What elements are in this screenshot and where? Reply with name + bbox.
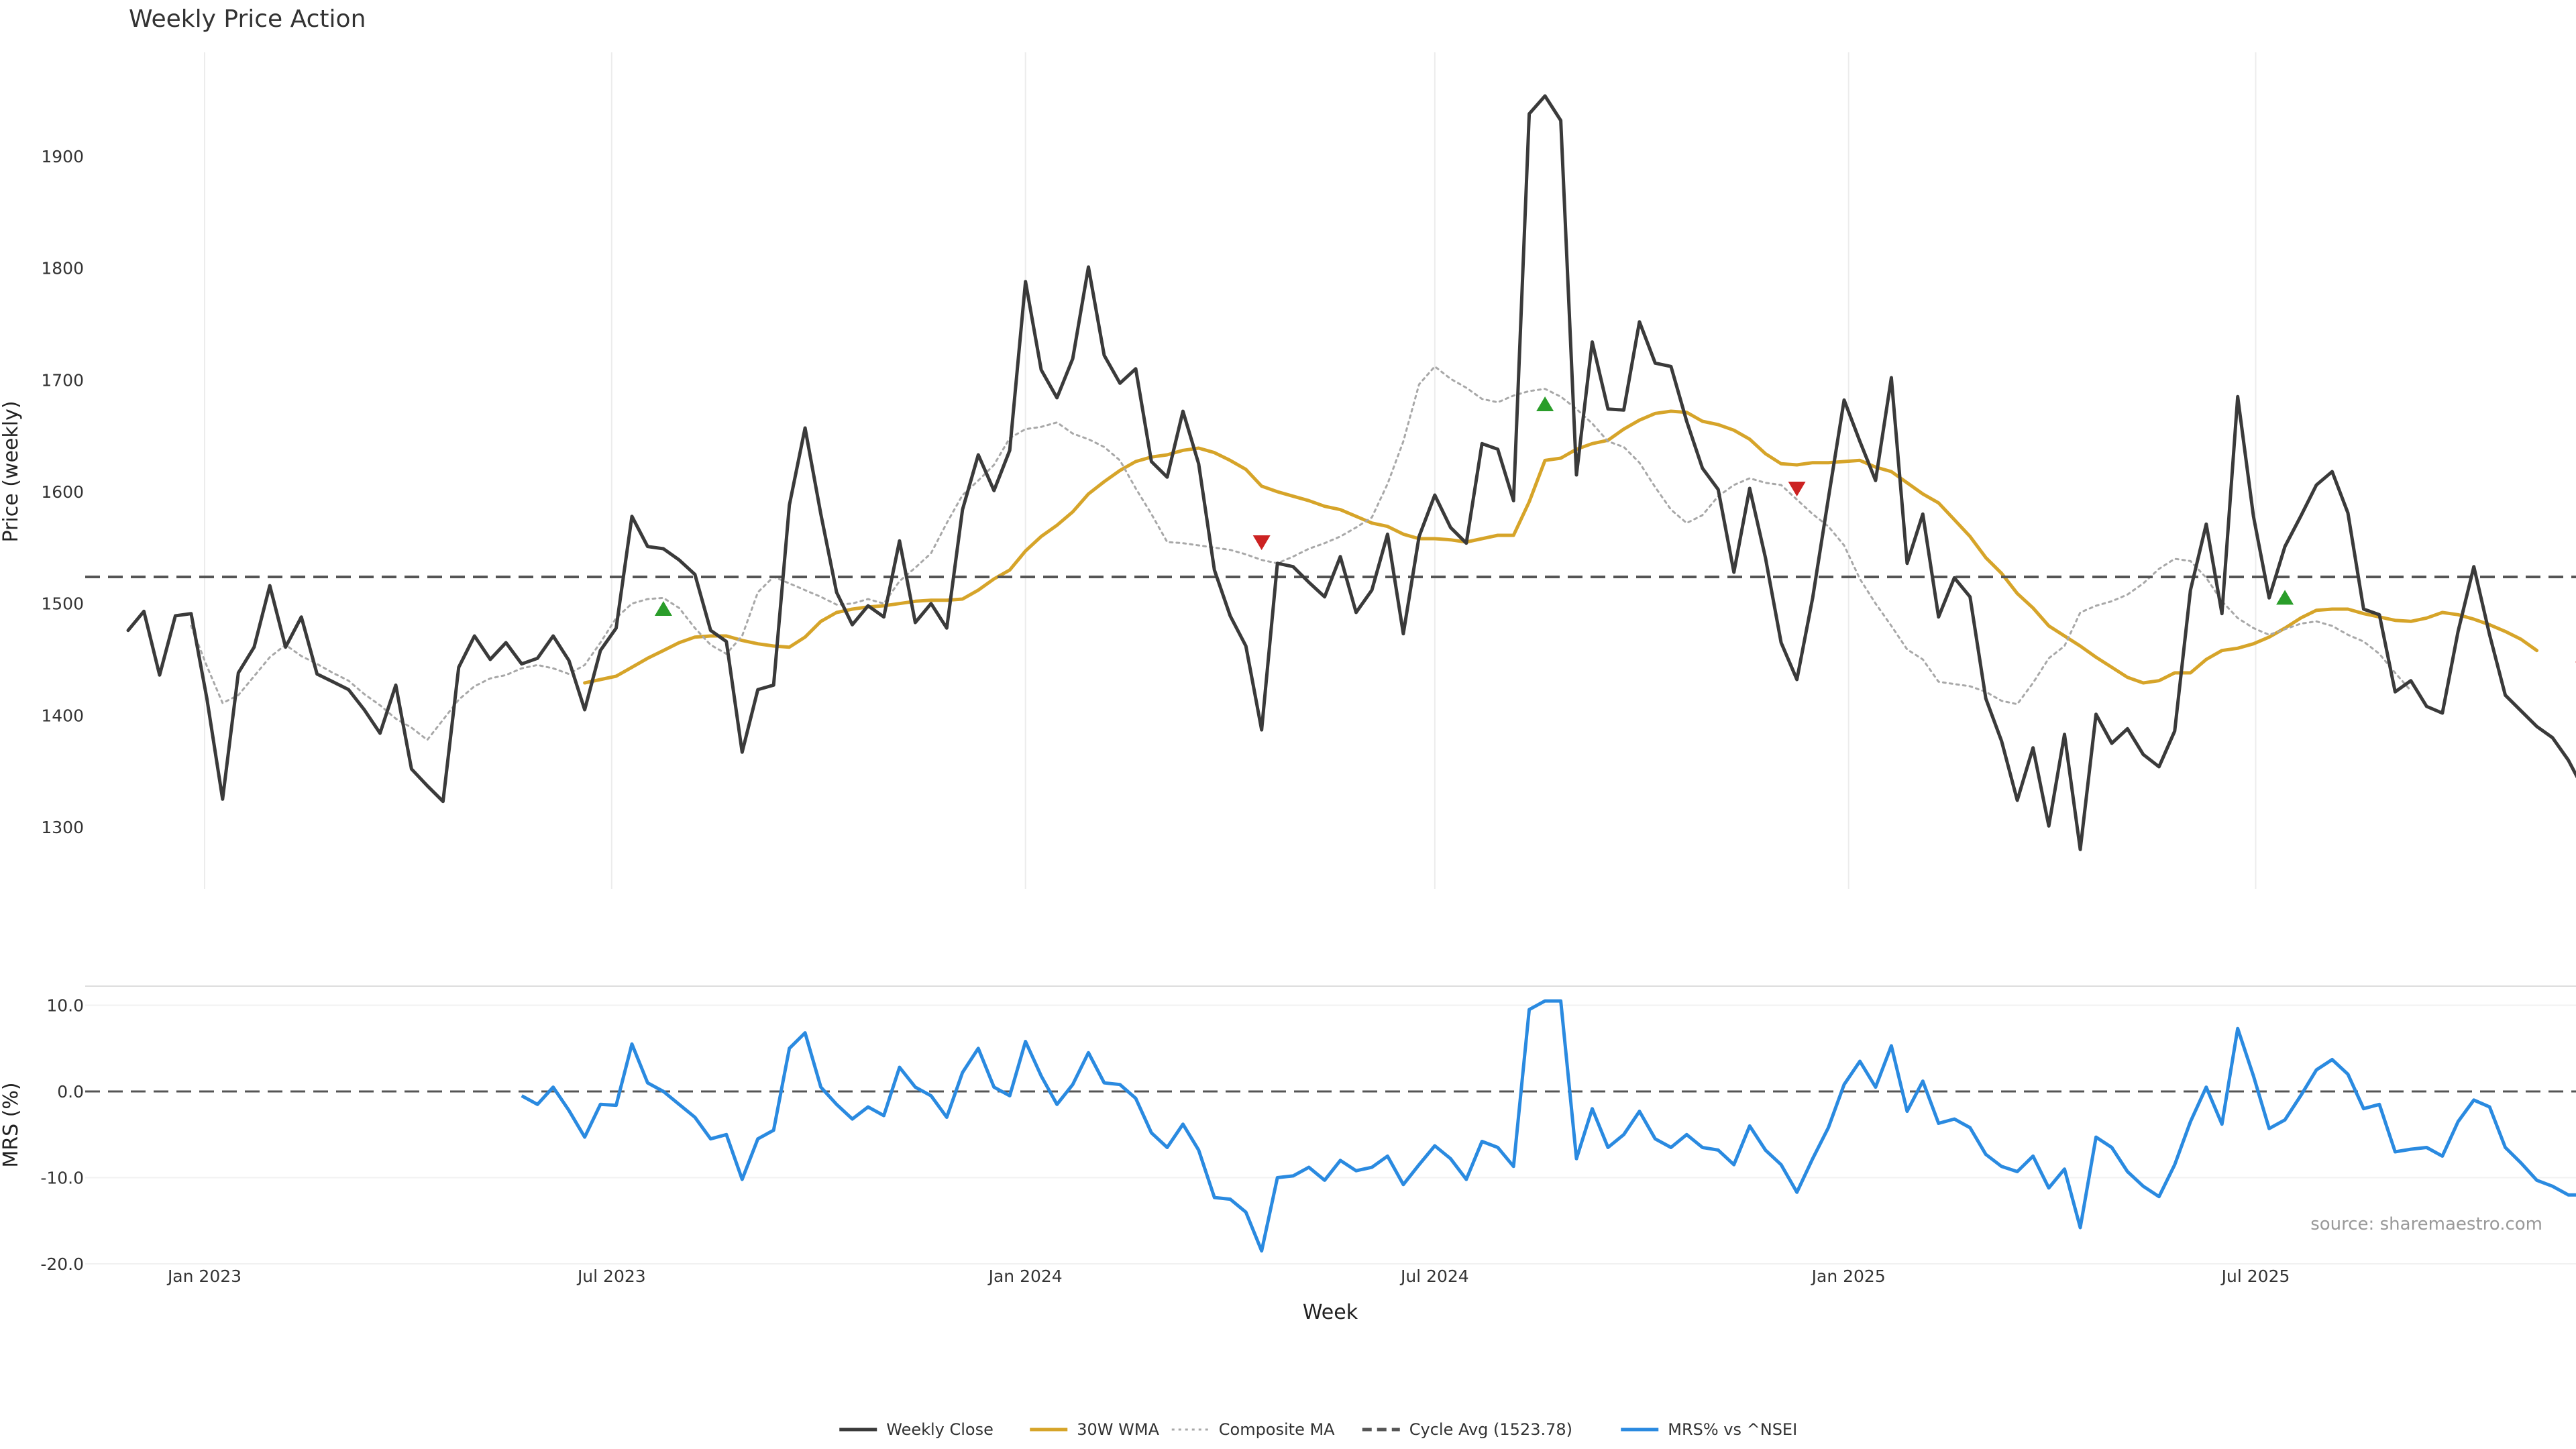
- legend-label-4: MRS% vs ^NSEI: [1668, 1420, 1797, 1439]
- top-series: [85, 94, 2576, 851]
- top-y-tick-3: 1600: [41, 482, 84, 502]
- sell-signal-marker-3: [1788, 481, 1806, 496]
- sell-signal-marker-1: [1252, 535, 1271, 550]
- x-axis-title: Week: [1303, 1301, 1358, 1324]
- legend-item-3: Cycle Avg (1523.78): [1362, 1420, 1572, 1439]
- source-note: source: sharemaestro.com: [2310, 1214, 2542, 1234]
- x-tick-4: Jan 2025: [1811, 1267, 1886, 1286]
- bottom-y-tick-2: 0.0: [57, 1082, 84, 1102]
- top-y-tick-6: 1900: [41, 147, 84, 166]
- series-weekly-close: [126, 94, 2576, 851]
- buy-signal-marker-4: [2276, 590, 2294, 605]
- bottom-y-tick-labels: -20.0 -10.0 0.0 10.0: [40, 996, 84, 1275]
- buy-signal-marker-2: [1536, 396, 1554, 411]
- x-tick-2: Jan 2024: [987, 1267, 1063, 1286]
- legend-item-4: MRS% vs ^NSEI: [1621, 1420, 1797, 1439]
- signal-markers: [654, 396, 2576, 663]
- bottom-y-tick-3: 10.0: [46, 996, 84, 1016]
- bottom-y-axis-title: MRS (%): [0, 1082, 23, 1167]
- top-y-tick-4: 1700: [41, 370, 84, 390]
- top-gridlines: [204, 52, 2257, 889]
- legend-item-0: Weekly Close: [839, 1420, 994, 1439]
- top-y-tick-1: 1400: [41, 706, 84, 725]
- top-y-tick-2: 1500: [41, 594, 84, 614]
- top-y-tick-0: 1300: [41, 818, 84, 837]
- bottom-y-tick-0: -20.0: [40, 1254, 84, 1274]
- bottom-gridlines: [85, 985, 2576, 1265]
- x-tick-labels: Jan 2023 Jul 2023 Jan 2024 Jul 2024 Jan 2025…: [166, 1267, 2290, 1286]
- bottom-series: [85, 999, 2576, 1253]
- x-tick-1: Jul 2023: [576, 1267, 646, 1286]
- buy-signal-marker-0: [654, 600, 672, 616]
- top-y-axis-title: Price (weekly): [0, 400, 23, 542]
- legend-item-1: 30W WMA: [1030, 1420, 1160, 1439]
- legend-label-3: Cycle Avg (1523.78): [1409, 1420, 1572, 1439]
- series-composite-ma: [190, 365, 2412, 741]
- legend-item-2: Composite MA: [1171, 1420, 1335, 1439]
- legend-label-0: Weekly Close: [886, 1420, 994, 1439]
- top-y-tick-labels: 1300 1400 1500 1600 1700 1800 1900: [41, 147, 84, 837]
- legend: Weekly Close 30W WMA Composite MA Cycle Avg…: [839, 1420, 1797, 1439]
- legend-label-1: 30W WMA: [1077, 1420, 1159, 1439]
- x-tick-0: Jan 2023: [166, 1267, 241, 1286]
- x-tick-5: Jul 2025: [2220, 1267, 2290, 1286]
- top-y-tick-5: 1800: [41, 259, 84, 278]
- x-tick-3: Jul 2024: [1399, 1267, 1469, 1286]
- chart-title: Weekly Price Action: [129, 5, 366, 33]
- series-mrs: [521, 999, 2576, 1253]
- legend-label-2: Composite MA: [1219, 1420, 1335, 1439]
- bottom-y-tick-1: -10.0: [40, 1169, 84, 1188]
